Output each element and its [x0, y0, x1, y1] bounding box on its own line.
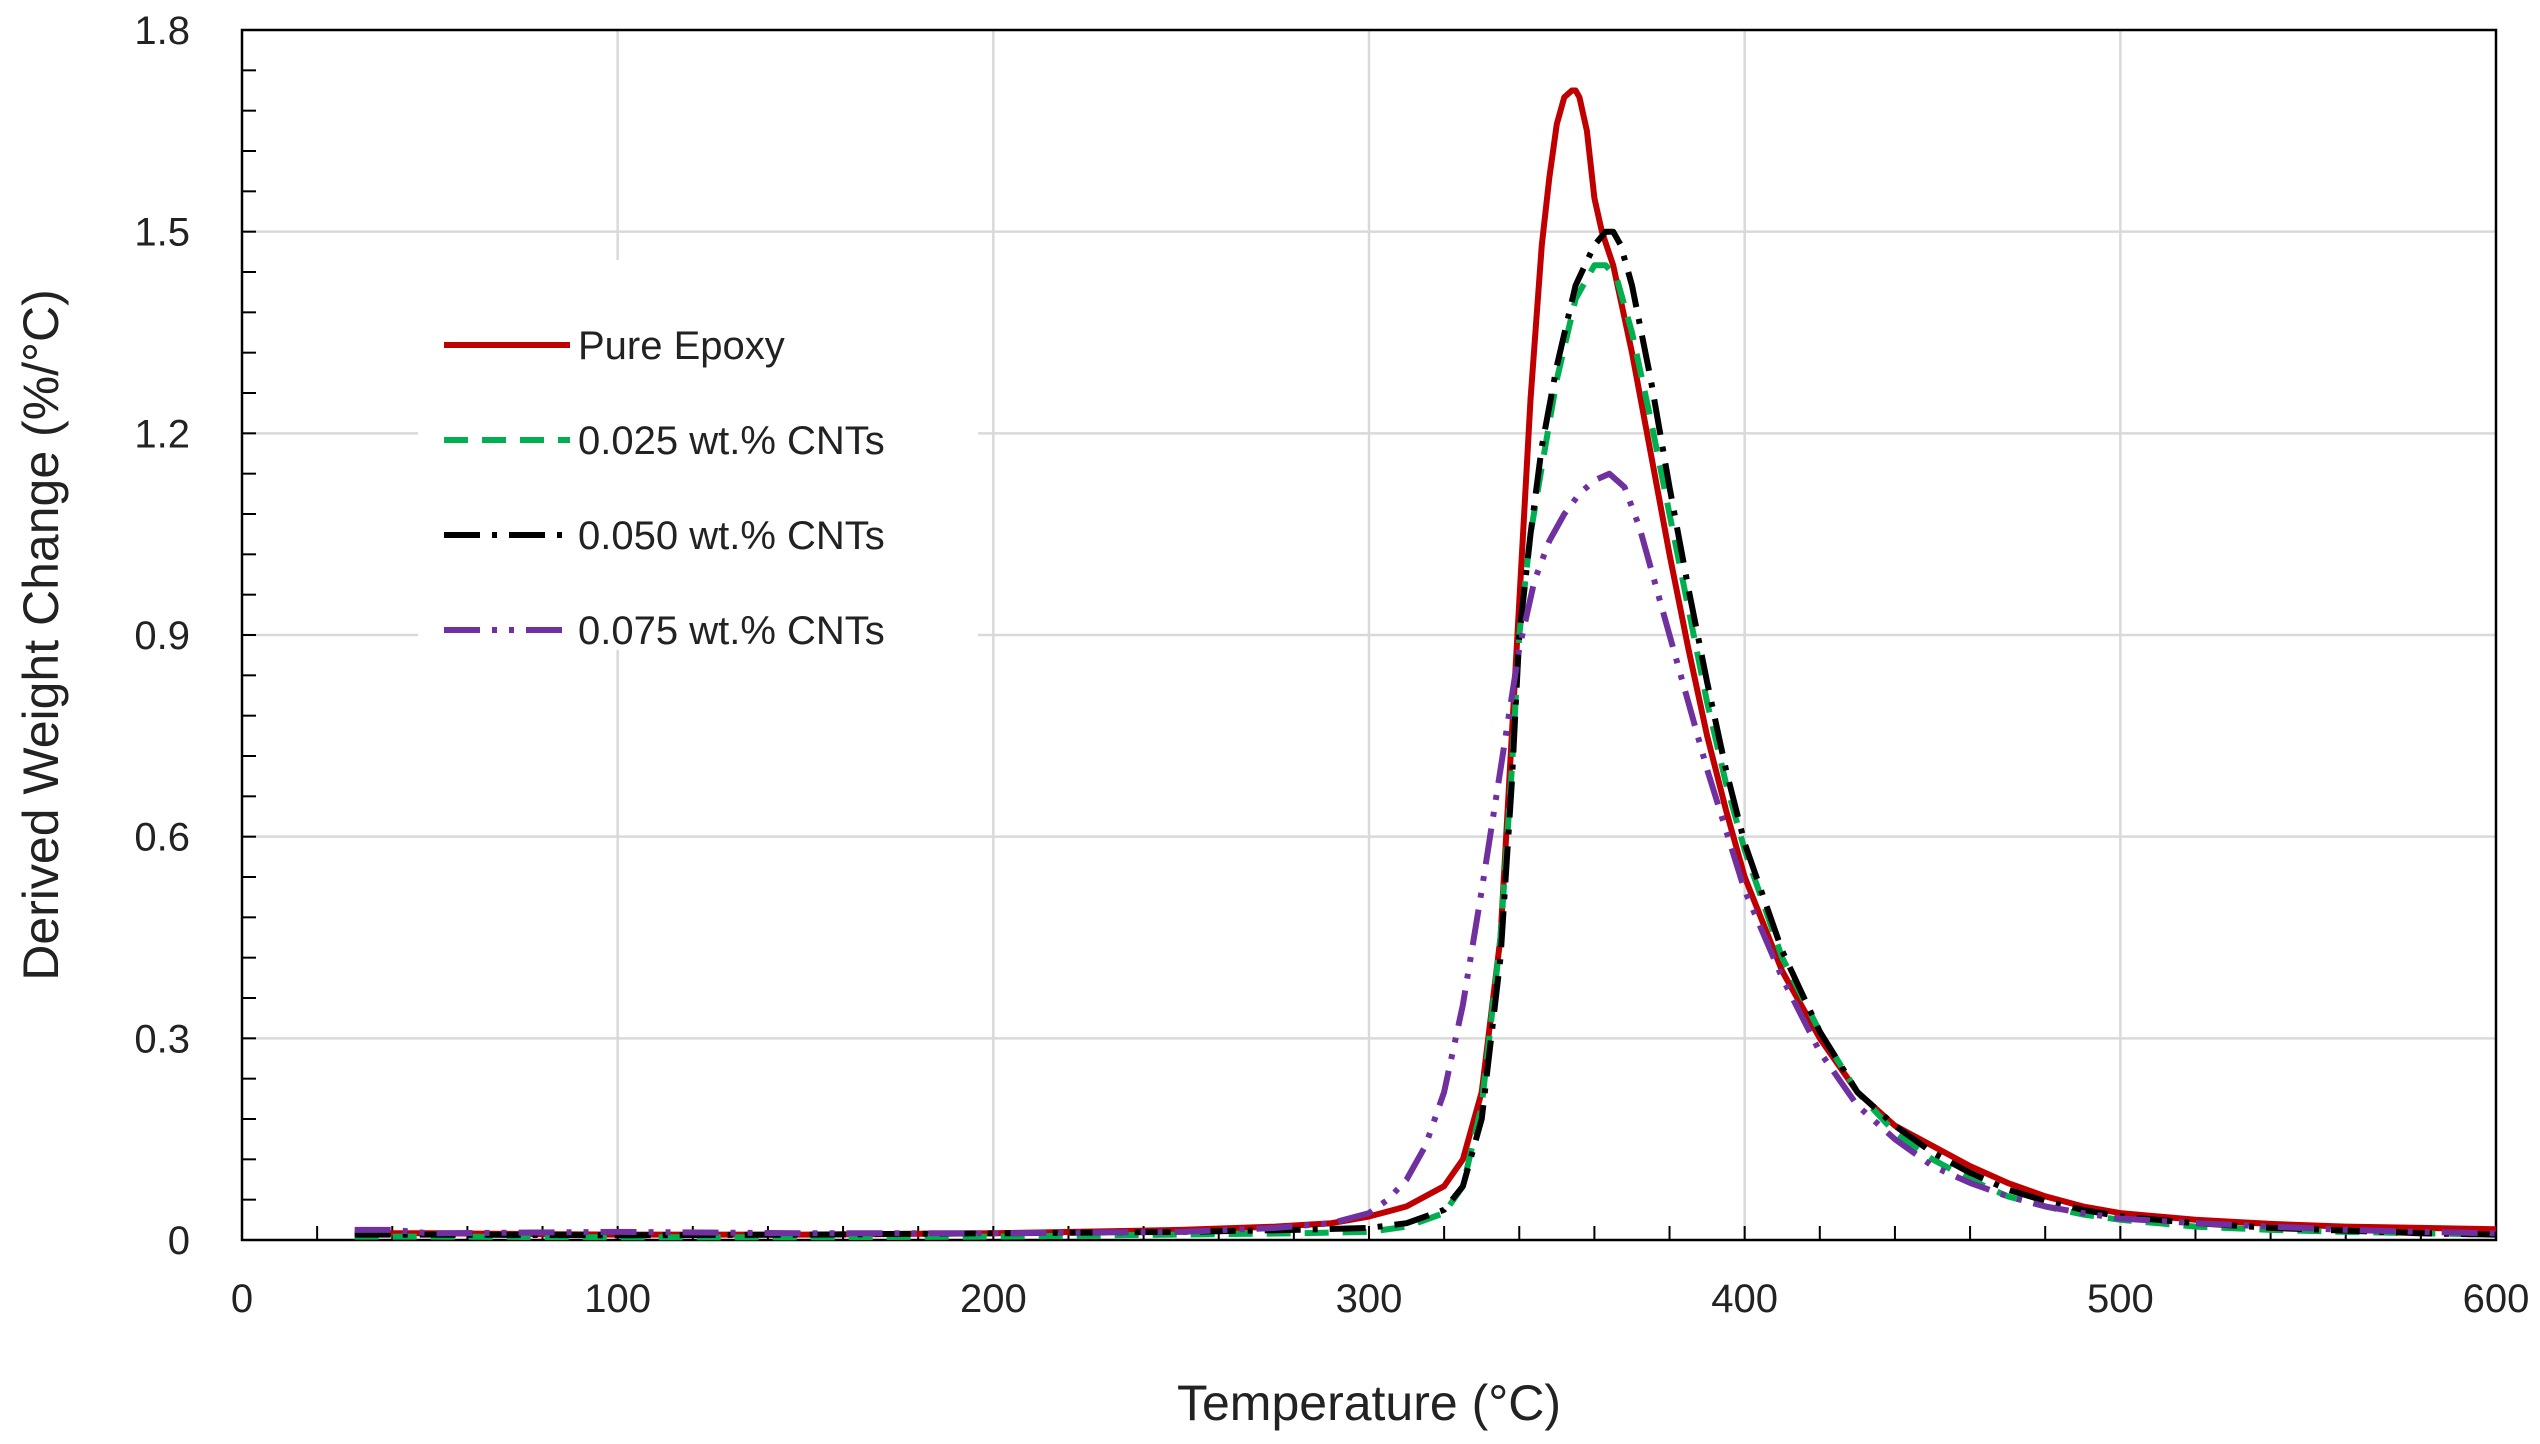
series-group — [354, 87, 2497, 1241]
y-tick-label: 0 — [168, 1219, 190, 1263]
y-tick-label: 1.2 — [134, 412, 190, 456]
legend: Pure Epoxy 0.025 wt.% CNTs 0.050 wt.% CNTs… — [418, 260, 978, 653]
series-line-4 — [354, 470, 2497, 1237]
legend-label-3: 0.050 wt.% CNTs — [578, 514, 885, 558]
y-tick-label: 1.5 — [134, 211, 190, 255]
legend-label-1: Pure Epoxy — [578, 324, 785, 368]
legend-label-2: 0.025 wt.% CNTs — [578, 419, 885, 463]
x-tick-label: 200 — [960, 1277, 1027, 1321]
x-tick-label: 300 — [1336, 1277, 1403, 1321]
y-tick-label: 1.8 — [134, 9, 190, 53]
y-tick-label: 0.6 — [134, 816, 190, 860]
x-tick-label: 500 — [2087, 1277, 2154, 1321]
x-tick-label: 100 — [584, 1277, 651, 1321]
x-tick-label: 600 — [2463, 1277, 2530, 1321]
series-line-3 — [354, 228, 2497, 1239]
series-line-1 — [354, 87, 2497, 1238]
legend-background — [418, 260, 978, 650]
tick-labels: 0 100 200 300 400 500 600 0 0.3 0.6 0.9 1.2 1.5 1.8 — [134, 9, 2529, 1321]
x-tick-label: 400 — [1711, 1277, 1778, 1321]
y-tick-label: 0.9 — [134, 614, 190, 658]
y-tick-label: 0.3 — [134, 1017, 190, 1061]
x-axis-label: Temperature (°C) — [1177, 1375, 1561, 1431]
legend-label-4: 0.075 wt.% CNTs — [578, 609, 885, 653]
y-axis-label: Derived Weight Change (%/°C) — [13, 289, 69, 981]
x-tick-label: 0 — [231, 1277, 253, 1321]
